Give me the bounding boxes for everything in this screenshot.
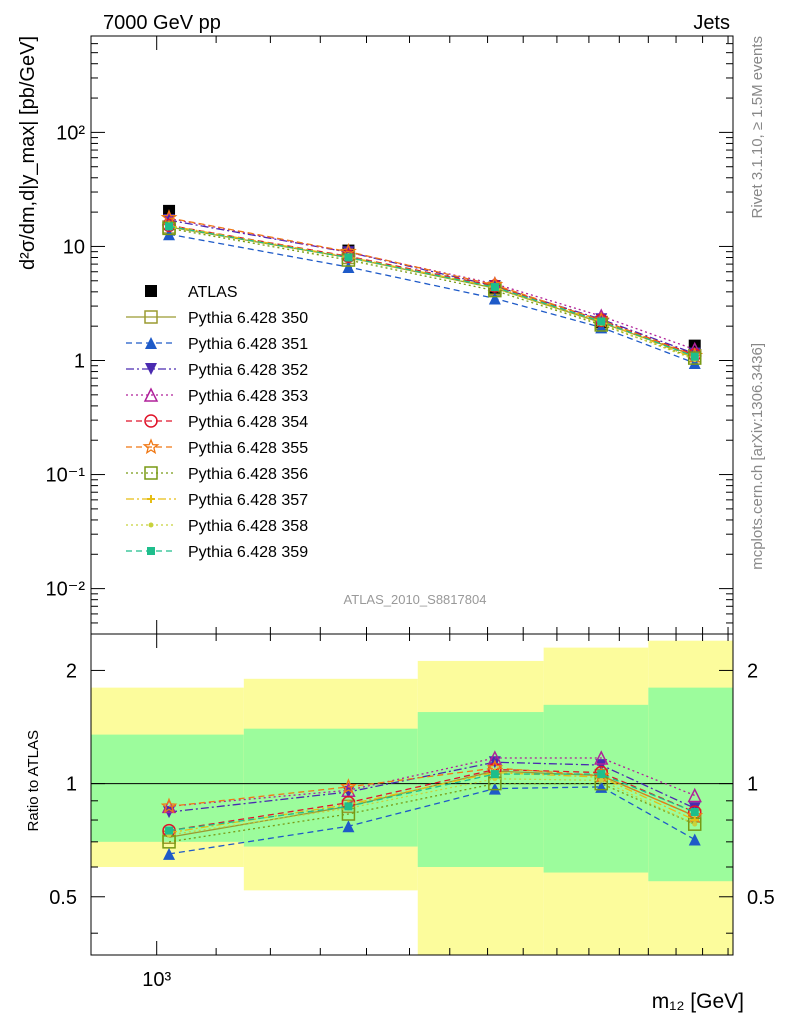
main-point-10 <box>597 317 606 326</box>
main-point-2 <box>342 261 355 274</box>
legend-label-0: ATLAS <box>188 284 238 301</box>
ratio-ylabel: Ratio to ATLAS <box>25 730 42 831</box>
ratio-series-line-3 <box>168 757 695 807</box>
legend-label-6: Pythia 6.428 355 <box>188 440 308 457</box>
ratio-point-9 <box>597 770 606 779</box>
ratio-ytick-label-right: 0.5 <box>747 887 775 909</box>
legend-marker-0 <box>145 285 157 297</box>
ratio-series-line-6 <box>168 782 695 843</box>
inner-band-bin <box>417 712 544 867</box>
ratio-uncertainty-bands <box>91 640 733 955</box>
ratio-point-5 <box>340 778 357 795</box>
ratio-ytick-label-right: 1 <box>747 774 758 796</box>
ratio-series-line-2 <box>168 761 696 813</box>
xtick-label: 10³ <box>142 969 171 991</box>
legend-label-4: Pythia 6.428 353 <box>188 388 308 405</box>
ratio-ytick-label: 0.5 <box>49 887 77 909</box>
main-point-2 <box>688 357 701 370</box>
legend-label-1: Pythia 6.428 350 <box>188 310 308 327</box>
main-point-7 <box>687 351 702 365</box>
legend-label-3: Pythia 6.428 352 <box>188 362 308 379</box>
legend-label-7: Pythia 6.428 356 <box>188 466 308 483</box>
ratio-series-line-5 <box>168 767 695 817</box>
ratio-point-1 <box>163 847 176 860</box>
ratio-point-5 <box>160 797 178 814</box>
side-label-bottom: mcplots.cern.ch [arXiv:1306.3436] <box>749 343 766 570</box>
ratio-point-8 <box>692 821 698 827</box>
main-ytick-label: 10⁻¹ <box>46 465 86 487</box>
legend-label-9: Pythia 6.428 358 <box>188 518 308 535</box>
legend-label-10: Pythia 6.428 359 <box>188 544 308 561</box>
ratio-point-9 <box>690 808 699 817</box>
ratio-point-9 <box>165 826 174 835</box>
main-ytick-label: 10⁻² <box>46 579 86 601</box>
main-point-10 <box>690 352 699 361</box>
legend-label-2: Pythia 6.428 351 <box>188 336 308 353</box>
main-series-group <box>160 204 704 370</box>
ratio-ytick-label: 2 <box>66 660 77 682</box>
ratio-point-3 <box>687 787 702 803</box>
inner-band-bin <box>91 734 244 842</box>
legend-marker-8 <box>147 495 155 503</box>
inner-band-bin <box>243 728 418 847</box>
ratio-point-2 <box>595 759 608 772</box>
main-ytick-label: 10² <box>56 122 85 144</box>
analysis-watermark: ATLAS_2010_S8817804 <box>344 592 487 607</box>
header-left: 7000 GeV pp <box>103 12 221 34</box>
main-point-2 <box>488 292 501 305</box>
legend-marker-4 <box>143 387 159 402</box>
main-point-10 <box>490 283 499 292</box>
legend-marker-9 <box>148 522 154 528</box>
legend-label-8: Pythia 6.428 357 <box>188 492 308 509</box>
legend-marker-6 <box>142 438 160 455</box>
legend-marker-5 <box>144 414 158 428</box>
ratio-point-9 <box>490 770 499 779</box>
ratio-xlabel: m₁₂ [GeV] <box>652 990 744 1013</box>
main-series-line-4 <box>168 217 695 351</box>
ratio-ytick-label: 1 <box>66 774 77 796</box>
ratio-point-1 <box>488 782 501 795</box>
ratio-point-1 <box>688 833 701 846</box>
legend-marker-2 <box>145 337 157 349</box>
header-right: Jets <box>693 12 730 34</box>
legend-marker-10 <box>147 547 155 555</box>
main-point-6 <box>160 209 178 225</box>
main-ytick-label: 10 <box>63 236 85 258</box>
ratio-frame-rect <box>90 633 734 956</box>
legend-marker-7 <box>144 466 158 480</box>
main-point-10 <box>344 253 353 262</box>
ratio-point-0 <box>341 799 356 814</box>
tick-labels: 10⁻² 10⁻¹ 1 10 10² 0.5 0.5 1 1 2 2 10³ <box>46 122 775 991</box>
main-point-10 <box>165 222 174 231</box>
legend-label-5: Pythia 6.428 354 <box>188 414 308 431</box>
ratio-point-8 <box>598 777 604 783</box>
ratio-ytick-label-right: 2 <box>747 660 758 682</box>
main-ytick-label: 1 <box>74 351 85 373</box>
ratio-series-group <box>160 750 704 860</box>
ratio-point-3 <box>594 750 609 765</box>
ratio-point-1 <box>342 820 355 833</box>
side-label-top: Rivet 3.1.10, ≥ 1.5M events <box>749 36 766 219</box>
ratio-point-9 <box>344 802 353 811</box>
main-ylabel: d²σ/dm,d|y_max| [pb/GeV] <box>17 36 39 270</box>
legend-marker-1 <box>144 310 158 324</box>
inner-band-bin <box>648 687 733 882</box>
legend-marker-3 <box>145 363 157 375</box>
legend: ATLAS Pythia 6.428 350 Pythia 6.428 351 Pyt… <box>126 284 308 561</box>
